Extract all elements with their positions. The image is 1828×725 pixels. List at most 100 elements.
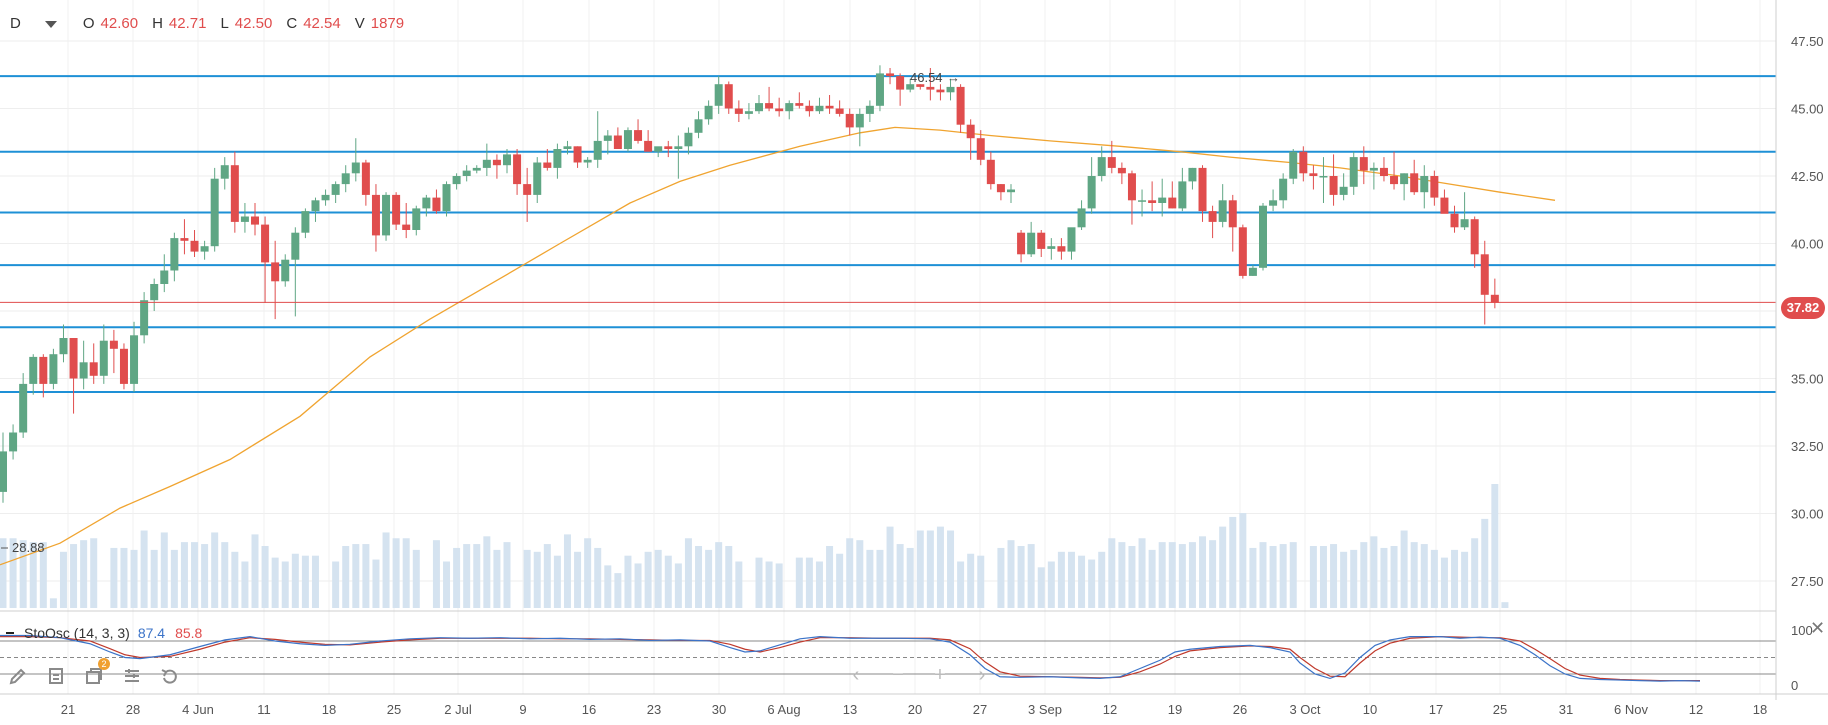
volume-bar xyxy=(1360,542,1368,608)
candle-body xyxy=(150,284,159,301)
candle-body xyxy=(1359,157,1368,171)
candle-body xyxy=(986,159,995,185)
y-tick-label: 27.50 xyxy=(1791,574,1824,589)
zoom-out-icon[interactable]: − xyxy=(892,663,904,686)
volume-bar xyxy=(815,561,823,608)
candle-body xyxy=(1460,219,1469,228)
candle-body xyxy=(341,173,350,185)
last-price-tag: 37.82 xyxy=(1781,297,1825,319)
candle-body xyxy=(553,149,562,168)
volume-bar xyxy=(1259,542,1267,608)
volume-bar xyxy=(1430,549,1438,608)
volume-bar xyxy=(1380,547,1388,608)
volume-bar xyxy=(936,526,944,608)
volume-bar xyxy=(533,551,541,608)
volume-bar xyxy=(846,538,854,608)
volume-bar xyxy=(39,542,47,608)
volume-label: V xyxy=(354,14,365,32)
candle-body xyxy=(402,224,411,230)
candle-body xyxy=(1097,157,1106,176)
candle-body xyxy=(533,162,542,195)
low-value: 42.50 xyxy=(234,14,273,32)
indicator-legend[interactable]: StoOsc (14, 3, 3) 87.4 85.8 xyxy=(0,624,202,642)
volume-bar xyxy=(160,532,168,608)
candle-body xyxy=(1369,167,1378,171)
volume-bar xyxy=(1370,536,1378,608)
candle-body xyxy=(845,113,854,128)
candle-body xyxy=(1117,167,1126,174)
candle-body xyxy=(160,270,169,284)
x-tick-label: 9 xyxy=(519,702,526,717)
candle-body xyxy=(1238,227,1247,276)
volume-bar xyxy=(251,534,259,608)
volume-bar xyxy=(1249,547,1257,608)
volume-bar xyxy=(735,561,743,608)
volume-bar xyxy=(624,555,632,608)
candle-body xyxy=(694,119,703,133)
volume-bar xyxy=(170,549,178,608)
x-tick-label: 2 Jul xyxy=(444,702,472,717)
volume-bar xyxy=(664,555,672,608)
volume-bar xyxy=(866,549,874,608)
volume-bar xyxy=(453,547,461,608)
candle-body xyxy=(271,262,280,282)
x-tick-label: 4 Jun xyxy=(182,702,214,717)
volume-bar xyxy=(584,538,592,608)
interval-dropdown-icon[interactable] xyxy=(44,20,57,28)
indicator-collapse-icon[interactable] xyxy=(6,632,14,634)
candle-body xyxy=(996,184,1005,193)
volume-bar xyxy=(271,557,279,608)
volume-bar xyxy=(301,555,309,608)
candle-body xyxy=(1450,213,1459,228)
x-tick-label: 26 xyxy=(1233,702,1247,717)
volume-bar xyxy=(332,561,340,608)
x-tick-label: 13 xyxy=(843,702,857,717)
pencil-icon[interactable] xyxy=(6,664,30,688)
candle-body xyxy=(109,340,118,349)
candle-body xyxy=(654,146,663,152)
volume-bar xyxy=(765,561,773,608)
zoom-in-icon[interactable]: + xyxy=(934,663,946,686)
y-tick-label: 42.50 xyxy=(1791,169,1824,184)
candle-body xyxy=(1400,173,1409,185)
x-tick-label: 23 xyxy=(647,702,661,717)
notes-icon[interactable] xyxy=(44,664,68,688)
x-tick-label: 25 xyxy=(1493,702,1507,717)
interval-label[interactable]: D xyxy=(10,14,21,32)
high-value: 42.71 xyxy=(168,14,207,32)
candle-body xyxy=(392,194,401,225)
candle-body xyxy=(422,197,431,209)
volume-bar xyxy=(201,544,209,608)
candle-body xyxy=(815,105,824,112)
drawing-toolbar: 2 xyxy=(6,658,182,690)
volume-bar xyxy=(1007,540,1015,608)
volume-bar xyxy=(1410,542,1418,608)
y-tick-label: 30.00 xyxy=(1791,507,1824,522)
candle-body xyxy=(39,356,48,384)
volume-bar xyxy=(926,530,934,608)
candle-body xyxy=(1208,211,1217,222)
scroll-left-icon[interactable]: ‹ xyxy=(852,663,860,686)
candle-body xyxy=(1148,200,1157,203)
candlesticks xyxy=(0,65,1499,503)
candle-body xyxy=(906,84,915,90)
layers-icon[interactable]: 2 xyxy=(82,658,110,688)
candle-body xyxy=(896,76,905,90)
volume-bar xyxy=(19,540,27,608)
undo-icon[interactable] xyxy=(158,664,182,688)
indicators-icon[interactable] xyxy=(120,664,144,688)
close-indicator-icon[interactable]: ✕ xyxy=(1810,618,1826,638)
sma-line xyxy=(0,126,1556,566)
candle-body xyxy=(593,140,602,160)
candle-body xyxy=(321,194,330,201)
candle-body xyxy=(1228,200,1237,228)
volume-bar xyxy=(372,559,380,608)
candle-body xyxy=(1349,157,1358,187)
candle-body xyxy=(1420,176,1429,193)
x-tick-label: 30 xyxy=(712,702,726,717)
ohlc-header: D O 42.60 H 42.71 L 42.50 C 42.54 V 1879 xyxy=(0,12,404,34)
scroll-right-icon[interactable]: › xyxy=(978,663,986,686)
candle-body xyxy=(744,111,753,114)
candle-body xyxy=(1299,151,1308,174)
